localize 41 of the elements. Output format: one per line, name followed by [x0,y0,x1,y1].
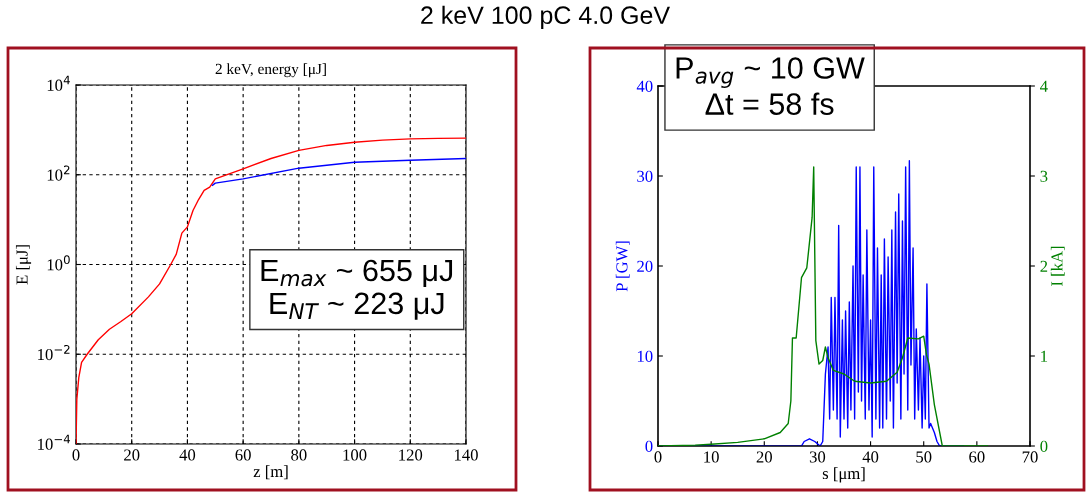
x-tick-label: 0 [654,451,662,463]
y2-tick-label: 1 [1041,350,1048,362]
text: 2 keV 100 pC 4.0 GeV [421,5,670,30]
y2-tick-label: 3 [1040,170,1048,182]
text: E$_{max}$ ~ 655 μJ E$_{NT}$ ~ 223 μJ [261,259,453,320]
y-tick-label: 10$^{−4}$ [38,434,71,450]
annotation: P$_{avg}$ ~ 10 GW Δt = 58 fs [676,57,865,115]
x-tick-label: 60 [969,451,985,463]
x-tick-label: 10 [704,451,719,463]
y-tick-label: 10$^{4}$ [47,75,70,91]
y-tick-label: 20 [637,260,653,272]
x-tick-label: 120 [399,449,423,461]
x-tick-label: 140 [454,449,478,461]
line-series [211,157,466,187]
y2-tick-label: 4 [1040,80,1048,92]
x-tick-label: 20 [756,451,772,463]
y2-axis-title: I [kA] [1050,246,1065,286]
y-tick-label: 40 [636,80,653,92]
y-axis-title: E [μJ] [15,245,32,285]
y-tick-label: 10$^{−2}$ [38,344,70,361]
y-tick-label: 30 [637,170,653,182]
y-tick-label: 10$^{2}$ [47,165,70,181]
x-tick-label: 20 [124,449,140,461]
y2-tick-label: 0 [1040,440,1048,452]
x-axis-title: s [μm] [822,467,865,483]
chart-title: 2 keV, energy [μJ] [215,63,326,78]
x-tick-label: 0 [72,449,80,461]
y2-tick-label: 2 [1040,260,1048,272]
y-tick-label: 0 [645,440,653,452]
x-tick-label: 60 [235,449,251,461]
x-tick-label: 70 [1022,451,1038,463]
y-tick-label: 10 [637,350,653,362]
x-tick-label: 80 [291,449,307,461]
x-tick-label: 40 [179,449,196,461]
x-tick-label: 100 [343,449,367,461]
x-tick-label: 50 [916,451,932,463]
y-tick-label: 10$^{0}$ [47,255,70,271]
x-tick-label: 30 [809,451,826,463]
x-axis-title: z [m] [253,465,288,480]
x-tick-label: 40 [862,451,879,463]
y-axis-title: P [GW] [615,241,630,292]
